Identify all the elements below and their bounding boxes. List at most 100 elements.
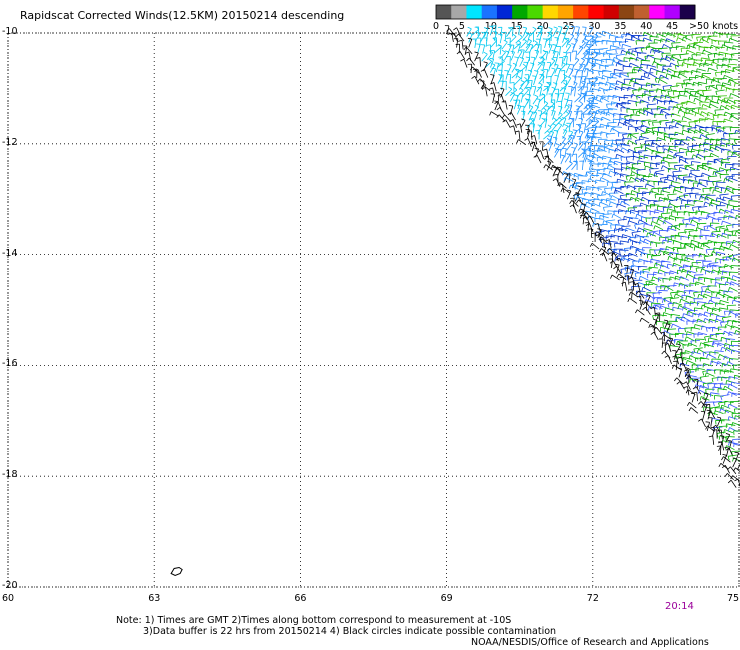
wind-barb-flag <box>709 334 712 339</box>
wind-barb-flag <box>588 98 591 103</box>
wind-barb-flag <box>537 61 542 65</box>
wind-barb <box>623 57 633 60</box>
wind-barb <box>704 148 714 152</box>
wind-barb <box>615 189 624 195</box>
wind-barb <box>618 121 628 127</box>
wind-barb <box>718 265 728 268</box>
wind-barb <box>673 301 683 306</box>
wind-barb-flag <box>652 297 655 302</box>
wind-barb <box>562 118 567 127</box>
wind-barb <box>661 89 671 92</box>
wind-barb-flag <box>561 136 566 139</box>
wind-barb-flag <box>507 27 512 30</box>
wind-barb-flag <box>674 65 677 70</box>
wind-barb <box>630 269 640 274</box>
wind-barb <box>511 45 515 55</box>
wind-barb <box>621 49 631 55</box>
wind-barb-flag <box>671 119 673 124</box>
wind-barb-flag <box>722 386 726 391</box>
wind-barb-flag <box>564 25 569 28</box>
wind-barb-flag <box>596 148 599 153</box>
wind-barb-flag <box>573 81 578 84</box>
wind-barb-flag <box>688 173 691 178</box>
wind-barb <box>732 299 740 303</box>
wind-barb-flag <box>525 56 530 59</box>
wind-barb-flag <box>690 392 695 395</box>
wind-barb <box>716 197 726 201</box>
wind-barb <box>571 44 576 53</box>
wind-barb-flag <box>563 177 566 182</box>
wind-barb-flag <box>565 104 570 108</box>
wind-barb-flag <box>540 74 545 78</box>
wind-barb-flag <box>727 156 729 161</box>
wind-barb-flag <box>537 44 542 46</box>
wind-barb <box>726 104 735 110</box>
wind-barb <box>610 45 620 48</box>
wind-barb <box>641 119 651 122</box>
wind-barb-flag <box>727 479 732 484</box>
wind-barb <box>630 196 640 202</box>
wind-barb-flag <box>589 208 592 213</box>
wind-barb-flag <box>547 31 552 33</box>
wind-barb <box>727 473 734 481</box>
wind-barb <box>546 86 549 96</box>
wind-barb <box>601 97 610 103</box>
wind-barb-flag <box>700 268 703 273</box>
wind-barb-flag <box>716 416 721 419</box>
wind-barb <box>696 51 706 55</box>
wind-barb-flag <box>592 110 597 113</box>
wind-barb <box>545 51 549 61</box>
wind-barb-flag <box>629 269 632 274</box>
wind-barb <box>552 111 556 120</box>
wind-barb-flag <box>592 186 594 191</box>
wind-barb-flag <box>526 43 530 46</box>
wind-barb <box>671 211 681 213</box>
wind-barb-flag <box>672 355 677 358</box>
wind-barb <box>729 311 739 317</box>
wind-barb <box>636 119 646 123</box>
wind-barb-flag <box>642 37 645 42</box>
wind-barb <box>655 169 665 173</box>
wind-barb-flag <box>627 298 630 302</box>
wind-barb <box>492 94 496 104</box>
wind-barb <box>730 93 740 98</box>
wind-barb <box>625 120 635 122</box>
wind-barb <box>653 200 663 203</box>
wind-barb <box>485 37 488 47</box>
wind-barb <box>666 38 676 43</box>
wind-barb <box>651 83 661 86</box>
wind-barb-flag <box>679 362 684 366</box>
wind-barb-flag <box>668 100 671 105</box>
wind-barb-flag <box>661 68 664 73</box>
wind-barb-flag <box>679 54 682 59</box>
wind-barb-flag <box>577 93 582 97</box>
wind-barb-flag <box>727 287 730 292</box>
wind-barb <box>602 213 612 215</box>
wind-barb-flag <box>650 331 655 335</box>
wind-barb-flag <box>625 210 627 215</box>
wind-barb-flag <box>627 140 630 145</box>
wind-barb <box>679 223 689 226</box>
wind-barb <box>598 147 607 152</box>
wind-barb <box>638 265 648 268</box>
wind-barb <box>685 203 695 206</box>
wind-barb <box>579 59 586 68</box>
wind-barb <box>561 113 570 121</box>
wind-barb <box>715 425 721 434</box>
wind-barb <box>724 369 734 373</box>
wind-barb-flag <box>589 99 594 103</box>
wind-barb-flag <box>588 81 593 83</box>
wind-barb-flag <box>715 292 718 297</box>
wind-barb-flag <box>661 44 665 49</box>
wind-barb-flag <box>684 328 686 333</box>
wind-barb-flag <box>692 207 694 212</box>
wind-barb-flag <box>586 61 589 66</box>
wind-barb-flag <box>643 238 646 243</box>
wind-barb-flag <box>716 65 718 70</box>
wind-barb-flag <box>553 26 558 29</box>
wind-barb <box>598 234 602 244</box>
wind-barb <box>735 313 740 315</box>
wind-barb-flag <box>724 209 726 214</box>
wind-barb <box>622 234 632 238</box>
wind-barb-flag <box>648 323 651 328</box>
